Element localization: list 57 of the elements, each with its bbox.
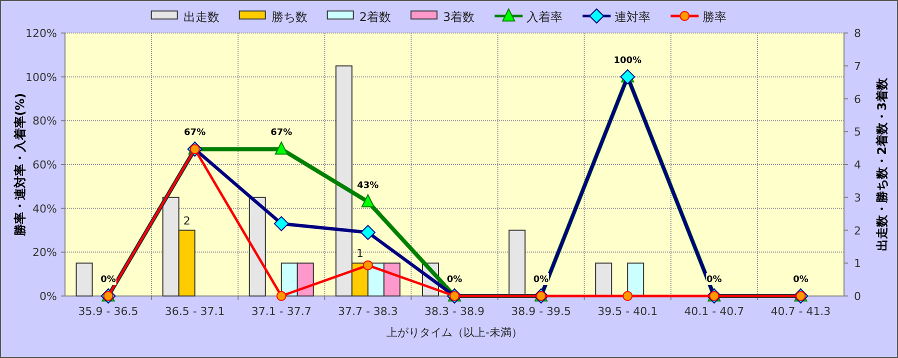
point <box>274 216 289 232</box>
y-tick-label: 20% <box>32 246 57 260</box>
x-tick-label: 40.7 - 41.3 <box>770 305 831 318</box>
y2-axis-title: 出走数・勝ち数・2着数・3着数 <box>875 77 889 251</box>
y2-tick-label: 8 <box>854 27 861 40</box>
point <box>361 194 374 208</box>
y2-tick-label: 2 <box>854 224 861 238</box>
point <box>276 291 286 301</box>
y-tick-label: 120% <box>26 27 57 40</box>
legend-label: 入着率 <box>526 10 563 24</box>
y-tick-label: 100% <box>26 70 57 84</box>
y2-tick-label: 7 <box>854 60 861 73</box>
x-tick-label: 38.3 - 38.9 <box>424 305 484 318</box>
x-tick-label: 39.5 - 40.1 <box>598 305 658 318</box>
data-label: 0% <box>533 275 549 285</box>
y2-tick-label: 5 <box>854 126 861 139</box>
data-label: 100% <box>614 56 642 66</box>
data-label: 0% <box>446 275 462 285</box>
bar <box>76 262 93 296</box>
x-tick-label: 37.1 - 37.7 <box>251 305 312 318</box>
point <box>362 260 373 270</box>
data-label: 67% <box>184 128 206 138</box>
x-axis-title: 上がりタイム（以上-未満） <box>386 326 522 339</box>
point <box>622 291 633 301</box>
y-tick-label: 80% <box>32 114 57 128</box>
legend-label: 出走数 <box>183 10 220 24</box>
y2-tick-label: 6 <box>854 92 861 106</box>
legend-label: 勝率 <box>702 10 727 24</box>
bar <box>248 196 266 296</box>
data-label: 2 <box>183 214 190 228</box>
data-label: 0% <box>100 275 116 285</box>
bar <box>627 262 644 296</box>
y-tick-label: 60% <box>32 158 57 172</box>
y-axis-title: 勝率・連対率・入着率(%) <box>13 93 27 237</box>
data-label: 0% <box>706 275 722 285</box>
point <box>360 224 376 240</box>
y-tick-label: 40% <box>32 202 57 216</box>
x-tick-label: 40.1 - 40.7 <box>684 305 744 318</box>
x-tick-label: 35.9 - 36.5 <box>78 305 138 318</box>
y2-tick-label: 4 <box>854 158 861 172</box>
data-label: 43% <box>357 180 379 191</box>
y2-tick-label: 1 <box>854 257 861 270</box>
x-tick-label: 36.5 - 37.1 <box>164 305 225 318</box>
point <box>274 142 288 155</box>
legend-label: 連対率 <box>614 10 651 24</box>
data-label: 0% <box>793 275 808 285</box>
y2-tick-label: 3 <box>854 191 861 204</box>
data-label: 1 <box>356 247 364 260</box>
legend-label: 3着数 <box>443 10 475 24</box>
legend-label: 勝ち数 <box>271 10 308 24</box>
bar <box>595 262 612 296</box>
y2-tick-label: 0 <box>854 290 861 303</box>
legend-label: 2着数 <box>359 10 392 24</box>
x-tick-label: 37.7 - 38.3 <box>338 305 398 318</box>
data-label: 67% <box>270 128 292 138</box>
y-tick-label: 0% <box>40 290 57 303</box>
x-tick-label: 38.9 - 39.5 <box>511 305 572 318</box>
